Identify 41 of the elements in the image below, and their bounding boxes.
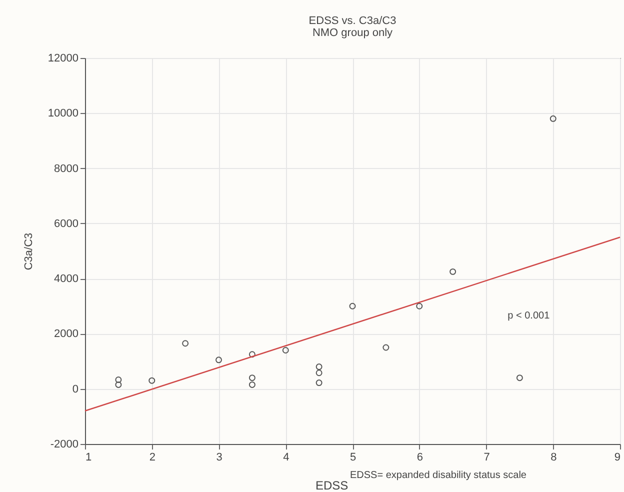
point (316, 380, 322, 386)
x-tick-label: 9 (614, 452, 620, 464)
chart-subtitle: NMO group only (312, 27, 394, 39)
point (416, 302, 423, 310)
y-tick-label: 8000 (54, 162, 78, 175)
y-tick-label: 6000 (54, 218, 78, 230)
point (316, 364, 322, 370)
point (349, 302, 356, 310)
point (148, 377, 156, 384)
point (316, 370, 322, 376)
point (115, 376, 122, 383)
point (248, 374, 256, 382)
y-tick-label: 4000 (54, 273, 78, 286)
chart-title: EDSS vs. C3a/C3 (308, 15, 396, 27)
point (115, 381, 122, 388)
text: EDSS= expanded disability status scale (350, 470, 527, 481)
x-tick-label: 2 (149, 452, 156, 464)
x-tick-label: 3 (216, 452, 222, 464)
x-tick-label: 5 (350, 452, 356, 464)
y-tick-label: 10000 (48, 108, 78, 120)
x-tick-label: 7 (484, 452, 490, 464)
y-tick-label: 2000 (54, 328, 78, 340)
y-tick-label: 12000 (48, 52, 78, 64)
point (382, 344, 390, 351)
x-tick-label: 4 (283, 452, 290, 464)
annotation: p < 0.001 (508, 310, 550, 322)
point (182, 340, 189, 347)
point (516, 374, 523, 382)
point (248, 381, 256, 388)
x-tick-label: 8 (550, 452, 557, 464)
y-tick-label: -2000 (50, 438, 78, 450)
point (550, 115, 556, 122)
x-tick-label: 6 (416, 452, 423, 464)
point (248, 351, 256, 358)
point (282, 347, 289, 354)
y-tick-label: 0 (72, 383, 78, 396)
x-tick-label: 1 (86, 452, 92, 464)
point (216, 356, 222, 364)
y-axis-title: C3a/C3 (22, 232, 35, 270)
x-axis-title: EDSS (316, 478, 348, 492)
point (450, 268, 456, 275)
